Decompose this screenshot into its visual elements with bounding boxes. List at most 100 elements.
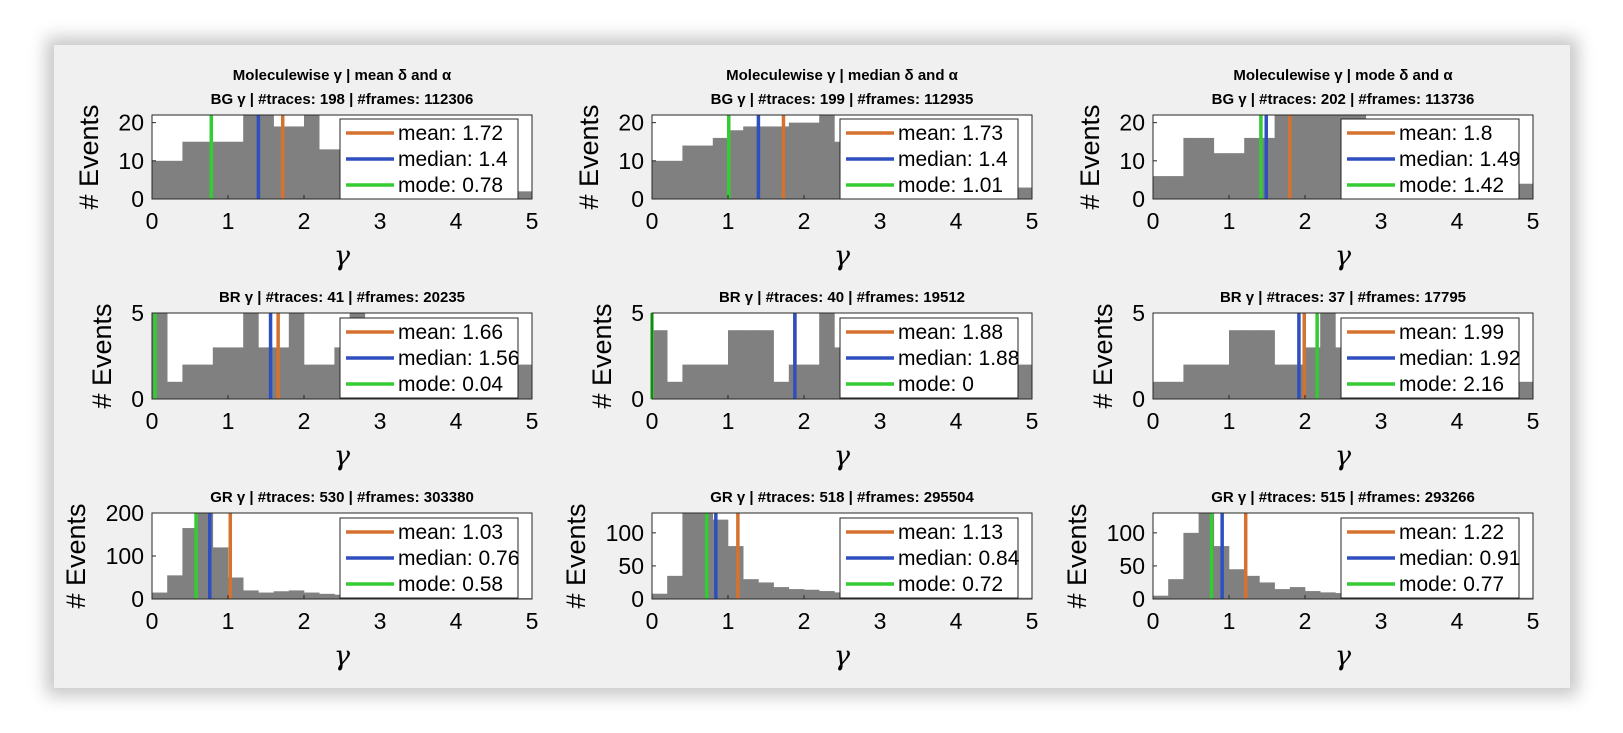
x-tick-label: 2 xyxy=(798,608,811,634)
x-tick-label: 3 xyxy=(374,608,387,634)
histogram-bar xyxy=(288,126,305,199)
histogram-bar xyxy=(773,126,790,199)
legend: mean: 1.13 median: 0.84 mode: 0.72 xyxy=(839,517,1020,599)
histogram-bar xyxy=(212,547,229,599)
x-tick-label: 1 xyxy=(222,208,235,234)
column-title: Moleculewise γ | mean δ and α xyxy=(233,67,452,84)
x-tick-label: 3 xyxy=(874,208,887,234)
histogram-bar xyxy=(228,141,244,199)
histogram-bar xyxy=(1213,153,1230,199)
x-tick-label: 4 xyxy=(1451,608,1464,634)
y-tick-label: 50 xyxy=(618,553,644,579)
histogram-bar xyxy=(758,330,774,399)
panel-title: BG γ | #traces: 199 | #frames: 112935 xyxy=(711,91,974,108)
legend-entry-mean: mean: 1.72 xyxy=(398,122,503,145)
axes-frame xyxy=(151,312,533,400)
histogram-bar xyxy=(167,160,183,199)
histogram-bar xyxy=(652,160,668,199)
panel-title: GR γ | #traces: 518 | #frames: 295504 xyxy=(710,489,974,506)
x-tick-label: 2 xyxy=(298,208,311,234)
x-tick-label: 2 xyxy=(798,208,811,234)
x-tick-label: 0 xyxy=(646,208,659,234)
histogram-panel: GR γ | #traces: 518 | #frames: 295504 0 1 2… xyxy=(561,489,1038,672)
histogram-bar xyxy=(667,575,683,599)
y-axis-label: # Events xyxy=(1075,104,1105,209)
histogram-bar xyxy=(728,130,744,199)
x-tick-label: 4 xyxy=(450,208,463,234)
legend: mean: 1.99 median: 1.92 mode: 2.16 xyxy=(1340,317,1520,399)
legend-entry-mean: mean: 1.22 xyxy=(1399,521,1504,544)
legend-entry-mean: mean: 1.88 xyxy=(898,321,1003,344)
y-tick-label: 0 xyxy=(631,586,644,612)
histogram-bar xyxy=(1183,137,1199,199)
y-tick-label: 10 xyxy=(618,148,644,174)
x-tick-label: 4 xyxy=(450,408,463,434)
y-tick-label: 5 xyxy=(131,300,144,326)
x-tick-label: 2 xyxy=(298,608,311,634)
y-axis-label: # Events xyxy=(1062,503,1092,608)
x-tick-label: 1 xyxy=(222,408,235,434)
legend-entry-median: median: 1.88 xyxy=(898,347,1019,370)
histogram-bar xyxy=(1517,381,1534,399)
histogram-bar xyxy=(1016,364,1033,399)
column-title: Moleculewise γ | median δ and α xyxy=(726,67,959,84)
x-tick-label: 0 xyxy=(146,608,159,634)
y-axis-label: # Events xyxy=(1088,303,1118,408)
histogram-bar xyxy=(258,592,274,599)
histogram-bar xyxy=(667,160,683,199)
x-tick-label: 4 xyxy=(450,608,463,634)
x-tick-label: 1 xyxy=(722,408,735,434)
histogram-bar xyxy=(1229,569,1245,599)
x-axis-label: γ xyxy=(834,241,851,272)
legend-entry-median: median: 1.4 xyxy=(398,148,508,171)
panel-title: BR γ | #traces: 41 | #frames: 20235 xyxy=(219,289,465,306)
x-axis-label: γ xyxy=(1335,641,1352,672)
x-tick-label: 4 xyxy=(1451,408,1464,434)
histogram-bar xyxy=(652,593,668,599)
legend-entry-mean: mean: 1.13 xyxy=(898,521,1003,544)
histogram-bar xyxy=(1168,176,1184,199)
histogram-bar xyxy=(652,330,668,399)
histogram-bar xyxy=(819,115,835,199)
histogram-bar xyxy=(743,126,759,199)
x-tick-label: 2 xyxy=(798,408,811,434)
y-tick-label: 0 xyxy=(131,386,144,412)
axes-frame xyxy=(1152,512,1534,600)
panel-title: GR γ | #traces: 515 | #frames: 293266 xyxy=(1211,489,1475,506)
y-tick-label: 100 xyxy=(1107,520,1145,546)
axes-frame xyxy=(1152,312,1534,400)
y-tick-label: 50 xyxy=(1119,553,1145,579)
histogram-bar xyxy=(243,313,259,399)
y-axis-label: # Events xyxy=(587,303,617,408)
histogram-bar xyxy=(819,591,835,599)
y-tick-label: 20 xyxy=(1119,110,1145,136)
legend-entry-mode: mode: 0.78 xyxy=(398,174,503,197)
histogram-bar xyxy=(152,160,168,199)
histogram-bar xyxy=(1016,187,1033,199)
legend-entry-median: median: 0.84 xyxy=(898,547,1020,570)
histogram-bar xyxy=(728,546,744,599)
histogram-panel: GR γ | #traces: 530 | #frames: 303380 0 1 2… xyxy=(61,489,538,672)
axes-frame xyxy=(651,512,1033,600)
histogram-bar xyxy=(1153,595,1169,599)
histogram-bar xyxy=(667,381,683,399)
histogram-bar xyxy=(182,528,198,599)
x-tick-label: 0 xyxy=(1147,608,1160,634)
histogram-bar xyxy=(773,587,790,599)
y-axis-label: # Events xyxy=(74,104,104,209)
x-tick-label: 2 xyxy=(298,408,311,434)
y-tick-label: 0 xyxy=(1132,186,1145,212)
x-tick-label: 3 xyxy=(1375,208,1388,234)
histogram-bar xyxy=(288,590,305,599)
x-tick-label: 5 xyxy=(1026,408,1039,434)
histogram-bar xyxy=(1259,582,1275,599)
histogram-bar xyxy=(1289,587,1306,599)
legend-entry-median: median: 0.76 xyxy=(398,547,519,570)
histogram-bar xyxy=(804,364,820,399)
histogram-bar xyxy=(304,115,320,199)
x-tick-label: 4 xyxy=(950,608,963,634)
histogram-bar xyxy=(1198,364,1215,399)
legend-entry-median: median: 0.91 xyxy=(1399,547,1520,570)
axes-frame xyxy=(651,312,1033,400)
histogram-bar xyxy=(319,149,335,199)
